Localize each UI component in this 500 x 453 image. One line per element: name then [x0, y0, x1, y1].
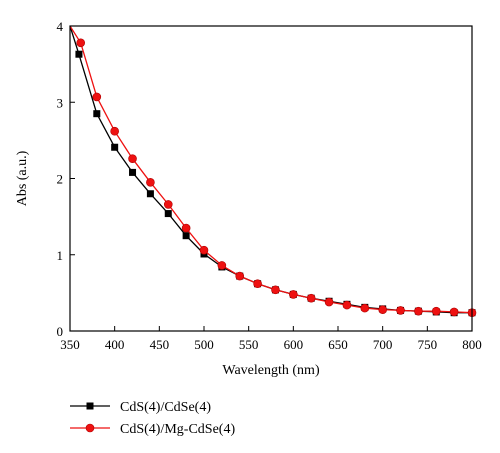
x-tick-label: 350 — [60, 337, 80, 352]
data-point-circle — [199, 245, 209, 255]
data-point-circle — [271, 285, 280, 295]
x-tick-label: 700 — [373, 337, 393, 352]
y-tick-label: 0 — [57, 324, 64, 339]
x-tick-label: 650 — [328, 337, 348, 352]
legend-marker-circle — [85, 423, 95, 433]
data-point-circle — [431, 306, 441, 316]
data-point-circle — [414, 306, 423, 316]
legend-label-2: CdS(4)/Mg-CdSe(4) — [120, 422, 235, 437]
data-point-circle — [181, 223, 191, 233]
y-axis-ticks: 0 1 2 3 4 — [57, 19, 75, 339]
data-point-circle — [342, 300, 352, 310]
data-point-square — [182, 232, 190, 240]
data-point-square — [111, 143, 119, 151]
y-tick-label: 1 — [57, 248, 64, 263]
data-point-circle — [378, 305, 387, 314]
data-point-circle — [324, 297, 334, 307]
legend: CdS(4)/CdSe(4) CdS(4)/Mg-CdSe(4) — [70, 400, 235, 437]
data-point-circle — [217, 261, 227, 270]
x-tick-label: 750 — [418, 337, 438, 352]
data-point-circle — [360, 303, 370, 313]
x-tick-label: 550 — [239, 337, 259, 352]
x-tick-label: 400 — [105, 337, 125, 352]
x-axis-ticks: 350 400 450 500 550 600 650 700 750 800 — [60, 326, 482, 352]
legend-marker-square — [86, 402, 94, 410]
data-point-circle — [76, 38, 86, 48]
data-point-circle — [235, 271, 245, 281]
data-point-square — [129, 168, 137, 176]
y-tick-label: 4 — [57, 19, 64, 34]
data-point-circle — [163, 200, 173, 209]
data-point-circle — [92, 92, 102, 102]
y-axis-title: Abs (a.u.) — [15, 150, 30, 206]
data-point-square — [75, 50, 83, 58]
x-tick-label: 600 — [284, 337, 304, 352]
data-point-square — [93, 110, 101, 118]
data-point-circle — [146, 178, 155, 187]
x-tick-label: 800 — [462, 337, 482, 352]
data-point-circle — [396, 306, 405, 315]
data-point-circle — [306, 293, 316, 303]
x-tick-label: 500 — [194, 337, 214, 352]
data-point-circle — [289, 290, 298, 299]
y-tick-label: 3 — [57, 95, 64, 110]
series-layer — [69, 25, 477, 318]
data-point-circle — [128, 154, 137, 163]
x-tick-label: 450 — [150, 337, 170, 352]
data-point-square — [146, 190, 154, 198]
data-point-circle — [110, 126, 119, 136]
x-axis-title: Wavelength (nm) — [222, 363, 320, 378]
plot-area-frame — [69, 25, 473, 332]
data-point-circle — [449, 307, 459, 317]
legend-label-1: CdS(4)/CdSe(4) — [120, 400, 211, 415]
data-point-circle — [253, 279, 262, 289]
data-point-square — [164, 210, 172, 218]
y-tick-label: 2 — [57, 172, 64, 187]
